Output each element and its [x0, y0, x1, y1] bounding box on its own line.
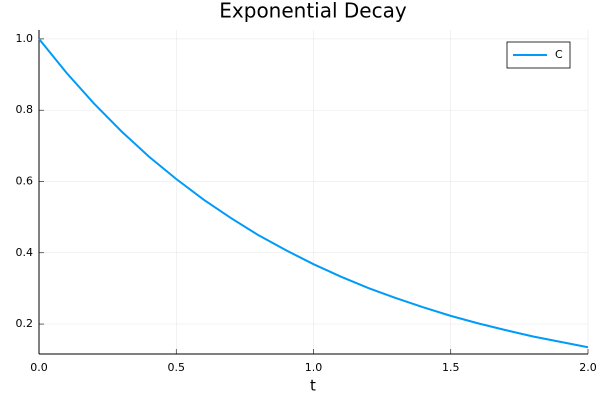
x-axis-label: t — [310, 377, 316, 395]
y-tick-label: 0.2 — [16, 317, 34, 330]
chart-title: Exponential Decay — [219, 0, 407, 23]
line-series — [38, 38, 589, 349]
y-tick-label: 0.4 — [16, 246, 34, 259]
y-tick-label: 0.6 — [16, 174, 34, 187]
y-tick-label: 1.0 — [16, 32, 34, 45]
x-tick-label: 2.0 — [579, 361, 597, 374]
x-tick-label: 1.0 — [305, 361, 323, 374]
x-tick-label: 0.0 — [30, 361, 48, 374]
x-tick-label: 1.5 — [442, 361, 460, 374]
x-tick-label: 0.5 — [168, 361, 186, 374]
legend-label: C — [555, 48, 563, 61]
y-tick-label: 0.8 — [16, 103, 34, 116]
